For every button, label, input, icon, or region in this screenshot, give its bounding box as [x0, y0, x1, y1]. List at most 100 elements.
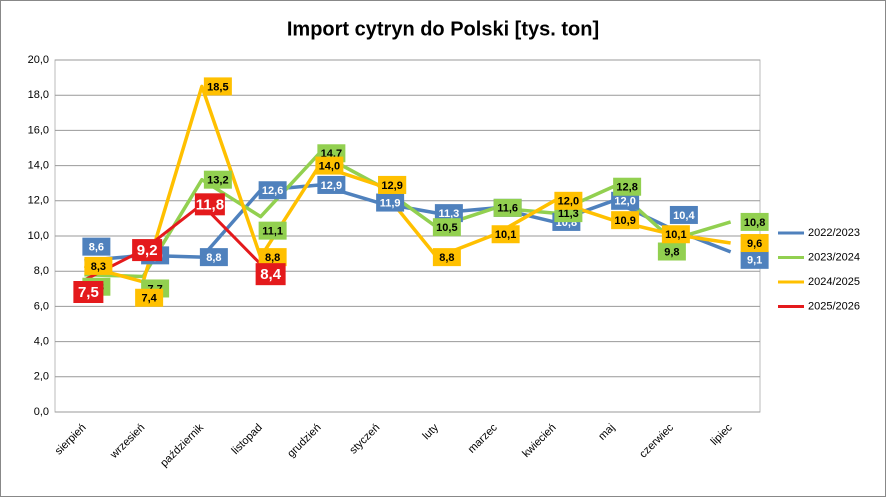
- data-label-box: [657, 242, 686, 261]
- data-label-text: 9,8: [664, 246, 679, 258]
- y-tick-label: 16,0: [28, 124, 49, 136]
- data-label: 11,3: [434, 204, 463, 223]
- data-label-text: 8,6: [89, 242, 104, 254]
- data-label-text: 11,1: [262, 226, 283, 238]
- series-line: [83, 202, 262, 282]
- data-label-box: [315, 156, 344, 175]
- data-label-box: [661, 225, 690, 244]
- data-label-box: [255, 263, 286, 286]
- data-label-text: 8,3: [91, 261, 106, 273]
- data-label-box: [73, 281, 104, 303]
- data-label-box: [669, 205, 698, 224]
- data-label-box: [613, 177, 642, 196]
- data-label: 8,8: [432, 248, 461, 267]
- data-label-box: [258, 248, 287, 267]
- data-label-text: 8,8: [265, 252, 280, 264]
- data-label-box: [203, 77, 232, 96]
- data-label: 14,0: [315, 156, 344, 175]
- data-label-text: 12,8: [616, 182, 637, 194]
- data-label-text: 11,3: [438, 208, 459, 220]
- data-label-text: 12,9: [321, 180, 342, 192]
- data-label: 8,4: [255, 263, 286, 286]
- y-tick-label: 0,0: [34, 406, 49, 418]
- data-label: 12,6: [258, 181, 287, 200]
- data-label-text: 10,8: [744, 217, 765, 229]
- data-label-box: [194, 193, 225, 216]
- data-label-text: 14,0: [319, 161, 340, 173]
- data-label-box: [203, 170, 232, 189]
- data-label: 12,0: [611, 191, 640, 210]
- data-label-text: 12,6: [262, 185, 283, 197]
- data-label: 8,3: [84, 256, 113, 275]
- data-label: 11,8: [194, 193, 225, 216]
- legend-label: 2024/2025: [808, 276, 860, 288]
- data-label: 9,6: [740, 234, 769, 253]
- data-label-text: 18,5: [207, 81, 228, 93]
- data-label-box: [491, 225, 520, 244]
- data-label-text: 10,4: [673, 210, 695, 222]
- data-label: 10,5: [432, 218, 461, 237]
- data-label-text: 9,1: [747, 255, 762, 267]
- data-label-box: [132, 239, 163, 262]
- data-label-text: 11,3: [558, 208, 579, 220]
- data-label-text: 7,5: [78, 284, 99, 301]
- data-label-text: 10,1: [495, 229, 516, 241]
- data-label: 10,8: [740, 212, 769, 231]
- y-tick-label: 12,0: [28, 195, 49, 207]
- legend-label: 2022/2023: [808, 227, 860, 239]
- data-label-text: 10,1: [665, 229, 686, 241]
- data-label-box: [611, 191, 640, 210]
- data-label-box: [84, 256, 113, 275]
- y-tick-label: 14,0: [28, 160, 49, 172]
- data-label-text: 12,9: [381, 180, 402, 192]
- data-label: 11,6: [493, 198, 522, 217]
- data-label: 8,8: [258, 248, 287, 267]
- data-label-box: [432, 248, 461, 267]
- y-tick-label: 18,0: [28, 89, 49, 101]
- data-label: 12,0: [554, 191, 583, 210]
- data-label: 12,9: [317, 175, 346, 194]
- y-tick-label: 2,0: [34, 371, 49, 383]
- data-label-text: 10,5: [436, 222, 457, 234]
- data-label: 7,5: [73, 281, 104, 303]
- data-label-text: 12,0: [558, 196, 579, 208]
- data-label-box: [432, 218, 461, 237]
- data-label-box: [317, 175, 346, 194]
- y-tick-label: 6,0: [34, 300, 49, 312]
- y-tick-label: 10,0: [28, 230, 49, 242]
- data-label: 9,8: [657, 242, 686, 261]
- data-label-box: [740, 250, 769, 269]
- data-label-text: 9,6: [747, 238, 762, 250]
- data-label-box: [740, 234, 769, 253]
- data-label-box: [258, 221, 287, 240]
- data-label-text: 8,4: [260, 266, 282, 283]
- y-tick-label: 20,0: [28, 54, 49, 66]
- data-label-box: [554, 191, 583, 210]
- y-tick-label: 4,0: [34, 336, 49, 348]
- data-label: 10,1: [661, 225, 690, 244]
- data-label-box: [434, 204, 463, 223]
- data-label-box: [135, 288, 164, 307]
- data-label: 18,5: [203, 77, 232, 96]
- data-label-box: [258, 181, 287, 200]
- chart-title: Import cytryn do Polski [tys. ton]: [287, 18, 599, 40]
- data-label-text: 8,8: [439, 252, 454, 264]
- data-label: 12,8: [613, 177, 642, 196]
- data-label: 9,1: [740, 250, 769, 269]
- data-label: 13,2: [203, 170, 232, 189]
- data-label-text: 9,2: [137, 242, 158, 259]
- y-tick-label: 8,0: [34, 265, 49, 277]
- data-label-text: 10,9: [614, 215, 635, 227]
- data-label: 8,6: [82, 237, 111, 256]
- data-label-box: [376, 193, 405, 212]
- data-label-box: [493, 198, 522, 217]
- data-label-text: 7,4: [141, 293, 157, 305]
- data-label-box: [199, 248, 228, 267]
- data-label: 8,8: [199, 248, 228, 267]
- data-label-text: 8,8: [206, 252, 221, 264]
- data-label: 10,1: [491, 225, 520, 244]
- data-label-box: [378, 175, 407, 194]
- data-label: 11,1: [258, 221, 287, 240]
- data-label: 7,4: [135, 288, 164, 307]
